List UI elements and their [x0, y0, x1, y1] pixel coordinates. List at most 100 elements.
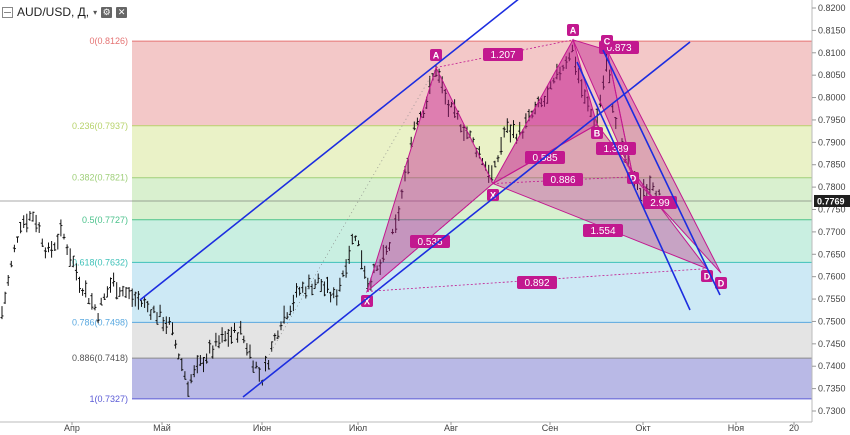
ratio-label-text: 0.535 [417, 237, 442, 248]
ohlc-bar [316, 273, 320, 284]
ohlc-bar [350, 233, 354, 245]
price-tick-label: 0.8050 [818, 70, 846, 80]
pattern-point-label: A [433, 51, 440, 61]
ratio-label-bg [483, 48, 523, 61]
ohlc-bar [177, 353, 181, 360]
ratio-label: 0.892 [517, 276, 557, 289]
ohlc-bar [74, 263, 78, 281]
ohlc-bar [81, 288, 85, 296]
ohlc-bar [400, 189, 404, 199]
fib-level-label: 0.618(0.7632) [72, 257, 128, 267]
time-tick-label: Авг [444, 423, 459, 433]
ohlc-bar [378, 259, 382, 275]
price-axis-bg [812, 0, 850, 435]
ohlc-bar [437, 68, 441, 83]
ohlc-bar [335, 289, 339, 306]
pattern-point-bg [487, 189, 499, 201]
ohlc-bar [239, 320, 243, 335]
ohlc-bar [282, 305, 286, 324]
ohlc-bar [512, 120, 515, 138]
ohlc-bar [6, 274, 10, 286]
ohlc-bar [127, 287, 131, 300]
price-axis: 0.8200 0.8150 0.8100 0.8050 0.8000 0.7950 0.79… [811, 0, 850, 435]
settings-icon[interactable]: ⚙ [101, 6, 113, 18]
time-tick-label: Апр [64, 423, 80, 433]
price-tick-label: 0.7750 [818, 205, 846, 215]
channel-line [139, 0, 519, 301]
ohlc-bar [384, 245, 388, 255]
chevron-down-icon[interactable]: ▾ [93, 7, 98, 17]
ohlc-bar [9, 260, 13, 268]
ohlc-bar [412, 121, 416, 131]
collapse-icon[interactable] [2, 6, 13, 18]
ratio-label-text: 1.554 [590, 226, 615, 237]
ohlc-bar [657, 189, 661, 196]
trend-dotted-line [264, 67, 437, 362]
close-icon[interactable]: ✕ [116, 6, 128, 18]
ohlc-bar [149, 309, 153, 320]
ohlc-bar [161, 316, 165, 332]
ohlc-bar [158, 304, 162, 318]
fib-level-label: 0.886(0.7418) [72, 353, 128, 363]
ohlc-bar [84, 280, 88, 298]
price-tick-label: 0.8100 [818, 48, 846, 58]
fib-zone [132, 177, 812, 220]
ohlc-bar [62, 233, 66, 240]
ohlc-bar [254, 361, 258, 369]
ratio-label: 2.99 [643, 196, 677, 209]
ohlc-bar [363, 265, 367, 279]
time-axis: Апр Май Июн Июл Авг Сен Окт Ноя 20 [0, 421, 812, 433]
ohlc-bar [446, 99, 450, 117]
pattern-point-label: X [490, 191, 496, 201]
ohlc-bar [381, 244, 385, 263]
price-tick-label: 0.7400 [818, 361, 846, 371]
pattern-connector [366, 268, 708, 292]
ohlc-bar [251, 360, 255, 373]
pattern-point-bg [591, 127, 603, 139]
ohlc-bar [136, 290, 140, 310]
ohlc-bar [31, 211, 35, 222]
price-tick-label: 0.7650 [818, 249, 846, 259]
chart-header: AUD/USD, Д, ▾ ⚙ ✕ [2, 2, 128, 22]
ohlc-bar [388, 242, 391, 251]
ratio-label-bg [543, 173, 583, 186]
ohlc-bar [180, 358, 184, 372]
ohlc-bar [499, 136, 503, 155]
ohlc-bar [245, 343, 249, 356]
ohlc-bar [304, 286, 308, 299]
harmonic-patterns: 1.2070.8730.5851.3890.8862.990.5351.5540… [264, 24, 727, 362]
ohlc-bar [415, 117, 419, 126]
pattern-point-x: X [487, 189, 499, 201]
ohlc-bar [87, 297, 91, 305]
ohlc-bar [648, 175, 652, 194]
fib-zone [132, 262, 812, 323]
symbol-label[interactable]: AUD/USD, Д, [17, 5, 90, 19]
ohlc-bar [65, 244, 69, 256]
ratio-label-text: 0.585 [532, 153, 557, 164]
ohlc-bar [422, 110, 426, 118]
time-tick-label: Окт [635, 423, 650, 433]
pattern-connector [492, 176, 634, 184]
pattern-point-c: C [601, 35, 613, 47]
time-tick-label: Май [153, 423, 171, 433]
pattern-triangle [606, 49, 722, 274]
ohlc-bar [40, 238, 44, 247]
pattern-point-bg [601, 35, 613, 47]
pattern-point-bg [567, 24, 579, 36]
ohlc-bar [307, 274, 311, 290]
ratio-label-text: 2.99 [650, 198, 670, 209]
ohlc-bar [270, 341, 274, 352]
ratio-label: 0.535 [410, 235, 450, 248]
ohlc-bar [242, 335, 246, 344]
fib-zone [132, 322, 812, 359]
ohlc-bar [310, 283, 314, 296]
ohlc-bar [195, 355, 199, 374]
pattern-point-d: D [627, 172, 639, 184]
ohlc-bar [220, 327, 224, 343]
ohlc-bar [174, 339, 178, 349]
fib-level-label: 0.786(0.7498) [72, 317, 128, 327]
ohlc-bar [208, 339, 212, 354]
price-tick-label: 0.7900 [818, 137, 846, 147]
ohlc-bar [133, 291, 137, 307]
